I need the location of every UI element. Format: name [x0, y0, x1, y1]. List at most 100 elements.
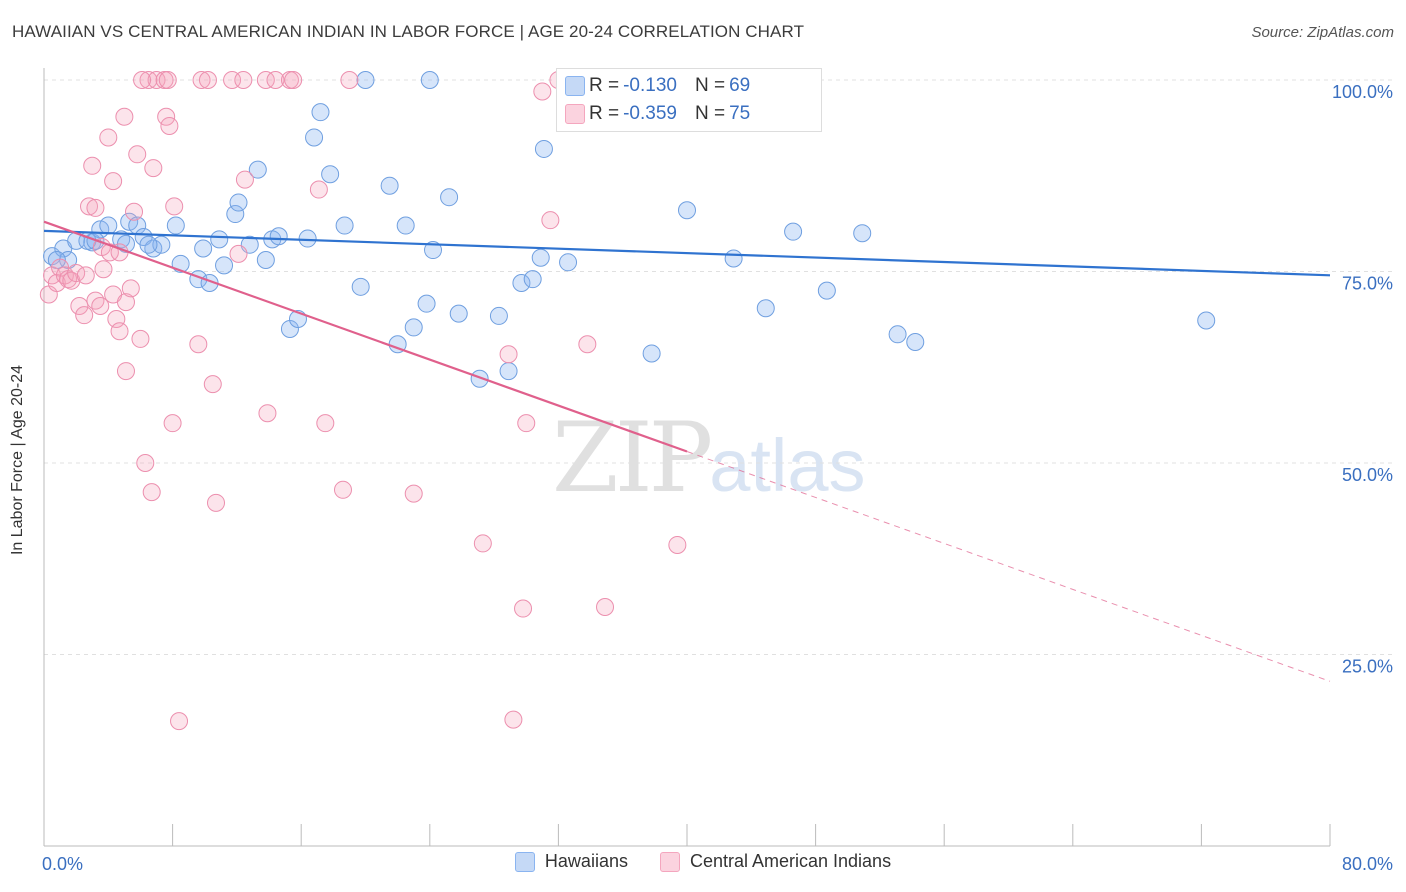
chart-legend: Hawaiians Central American Indians [0, 851, 1406, 872]
central-american-indian-point [504, 710, 523, 729]
tick-labels: 25.0% 50.0% 75.0% 100.0% 0.0% 80.0% [42, 82, 1393, 874]
hawaiian-point [166, 216, 185, 235]
legend-item-hawaiians: Hawaiians [514, 851, 628, 872]
central-american-indian-point [94, 260, 113, 279]
central-american-indian-point [110, 322, 129, 341]
central-american-indian-point [133, 71, 152, 89]
central-american-indian-point [144, 159, 163, 178]
central-american-indian-point [340, 71, 359, 89]
central-american-indian-point [160, 116, 179, 135]
central-american-indian-point [258, 404, 277, 423]
central-american-indian-point [473, 534, 492, 553]
hawaiian-point [305, 128, 324, 147]
hawaiian-point [396, 216, 415, 235]
hawaiian-point [298, 229, 317, 248]
hawaiian-point [420, 71, 439, 89]
legend-swatch-pink [659, 851, 680, 872]
data-points [39, 71, 1216, 731]
central-american-indian-point [136, 454, 155, 472]
central-american-indian-point [533, 82, 552, 101]
y-tick-label: 50.0% [1342, 465, 1393, 485]
hawaiian-point [906, 332, 925, 351]
central-american-indian-point [517, 414, 536, 433]
grid-lines [44, 79, 1392, 655]
hawaiian-point [470, 369, 489, 388]
hawaiian-point [404, 318, 423, 337]
legend-label-hawaiians: Hawaiians [544, 851, 628, 871]
watermark-zip: ZIP [552, 402, 713, 514]
central-american-indian-point [256, 71, 275, 89]
central-american-indian-point [189, 335, 208, 354]
central-american-indian-point [578, 335, 597, 354]
stats-r-label: R = [589, 75, 620, 96]
central-american-indian-point [596, 598, 615, 617]
central-american-indians-trend-extension [686, 451, 1331, 682]
legend-item-central-american-indians: Central American Indians [659, 851, 892, 872]
central-american-indian-point [142, 483, 161, 502]
hawaiian-point [499, 362, 518, 381]
hawaiian-point [489, 306, 508, 325]
central-american-indian-point [116, 362, 135, 381]
central-american-indian-point [234, 71, 253, 89]
central-american-indian-point [541, 211, 560, 230]
stats-n-label: N = [694, 75, 726, 96]
hawaiian-point [356, 71, 375, 89]
hawaiian-point [229, 193, 248, 212]
stats-n-value: 69 [729, 75, 751, 96]
central-american-indians-trend-line [43, 220, 688, 453]
watermark-atlas: atlas [709, 424, 866, 507]
stats-row-hawaiians: R = -0.130 N = 69 [565, 73, 751, 99]
legend-swatch-blue [514, 851, 535, 872]
hawaiian-point [531, 248, 550, 267]
x-tick-label: 0.0% [42, 854, 83, 874]
hawaiian-point [1197, 311, 1216, 330]
source-label: Source: ZipAtlas.com [1251, 24, 1394, 41]
central-american-indian-point [76, 266, 95, 285]
legend-label-central-american-indians: Central American Indians [689, 851, 892, 871]
central-american-indian-point [128, 145, 147, 164]
hawaiian-point [449, 304, 468, 323]
central-american-indian-point [192, 71, 211, 89]
hawaiians-trend-line [43, 229, 1331, 277]
trend-lines [43, 220, 1331, 682]
central-american-indian-point [316, 414, 335, 433]
axes [43, 68, 1331, 847]
central-american-indian-point [125, 202, 144, 221]
central-american-indian-point [198, 71, 217, 89]
central-american-indian-point [86, 291, 105, 310]
central-american-indian-point [121, 279, 140, 298]
hawaiian-point [417, 294, 436, 313]
central-american-indian-point [229, 244, 248, 263]
central-american-indian-point [75, 306, 94, 325]
hawaiian-point [784, 222, 803, 241]
stats-r-value: -0.130 [623, 75, 677, 96]
hawaiian-point [269, 227, 288, 246]
central-american-indian-point [170, 712, 189, 731]
central-american-indian-point [99, 128, 118, 147]
hawaiian-point [523, 270, 542, 289]
stats-row-central-american-indians: R = -0.359 N = 75 [565, 101, 751, 127]
central-american-indian-point [165, 197, 184, 216]
hawaiian-point [888, 325, 907, 344]
hawaiian-point [756, 299, 775, 318]
central-american-indian-point [83, 156, 102, 175]
y-tick-label: 100.0% [1332, 82, 1393, 102]
x-tick-label: 80.0% [1342, 854, 1393, 874]
central-american-indian-point [235, 170, 254, 189]
hawaiian-point [642, 344, 661, 363]
hawaiian-point [817, 281, 836, 300]
hawaiian-point [99, 216, 118, 235]
stats-n-value: 75 [729, 103, 751, 124]
central-american-indian-point [70, 296, 89, 315]
hawaiian-point [226, 205, 245, 224]
hawaiian-point [311, 103, 330, 122]
hawaiian-point [248, 160, 267, 179]
stats-r-label: R = [589, 103, 620, 124]
hawaiian-point [440, 188, 459, 207]
central-american-indian-point [333, 480, 352, 499]
central-american-indian-point [163, 414, 182, 433]
hawaiian-point [210, 230, 229, 249]
stats-legend-box: R = -0.130 N = 69 R = -0.359 N = 75 [556, 68, 822, 132]
hawaiian-point [512, 273, 531, 292]
